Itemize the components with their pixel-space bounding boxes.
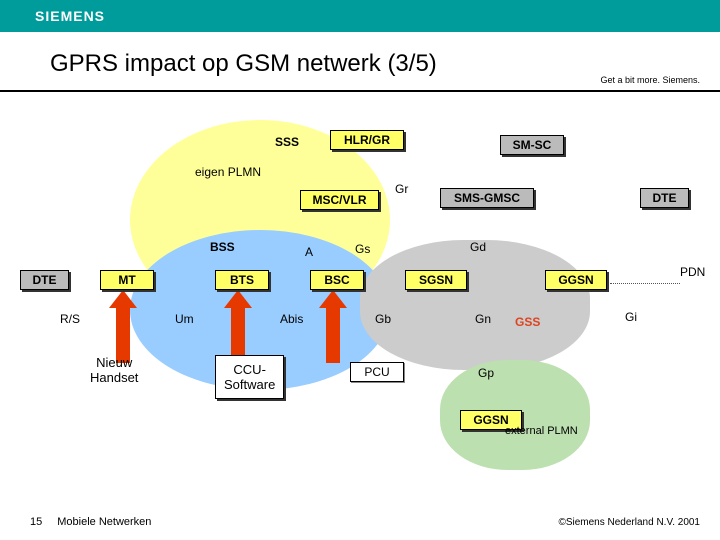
label-gb: Gb	[375, 312, 391, 326]
box-hlr-gr: HLR/GR	[330, 130, 404, 150]
connector-pdn	[610, 283, 680, 284]
box-ggsn: GGSN	[545, 270, 607, 290]
box-sgsn: SGSN	[405, 270, 467, 290]
label-ccu-software: CCU- Software	[215, 355, 284, 399]
box-sm-sc: SM-SC	[500, 135, 564, 155]
page-title: GPRS impact op GSM netwerk (3/5)	[50, 50, 437, 77]
label-gp: Gp	[478, 366, 494, 380]
label-a: A	[305, 245, 313, 259]
label-gi: Gi	[625, 310, 637, 324]
footer-right: ©Siemens Nederland N.V. 2001	[558, 517, 700, 528]
footer: 15 Mobiele Netwerken ©Siemens Nederland …	[30, 516, 700, 528]
label-gr: Gr	[395, 182, 408, 196]
label-bss: BSS	[210, 240, 235, 254]
box-sms-gmsc: SMS-GMSC	[440, 188, 534, 208]
label-abis: Abis	[280, 312, 303, 326]
arrow-bts	[231, 290, 252, 363]
divider	[0, 90, 720, 92]
label-gn: Gn	[475, 312, 491, 326]
label-pdn: PDN	[680, 265, 705, 279]
diagram: SSS eigen PLMN BSS A Gs Gr Gd Um Abis Gb…	[0, 110, 720, 470]
box-bsc: BSC	[310, 270, 364, 290]
logo: SIEMENS	[35, 8, 105, 24]
label-um: Um	[175, 312, 194, 326]
label-gss: GSS	[515, 315, 540, 329]
arrow-mt	[116, 290, 137, 363]
cloud-gss	[360, 240, 590, 370]
label-gs: Gs	[355, 242, 370, 256]
label-eigen-plmn: eigen PLMN	[195, 165, 261, 179]
tagline: Get a bit more. Siemens.	[600, 75, 700, 85]
box-dte-left: DTE	[20, 270, 69, 290]
page-number: 15	[30, 516, 42, 528]
box-bts: BTS	[215, 270, 269, 290]
label-external-plmn: external PLMN	[505, 425, 578, 437]
label-sss: SSS	[275, 135, 299, 149]
box-mt: MT	[100, 270, 154, 290]
label-nieuw-handset: Nieuw Handset	[90, 355, 138, 385]
label-gd: Gd	[470, 240, 486, 254]
box-pcu: PCU	[350, 362, 404, 382]
label-rs: R/S	[60, 312, 80, 326]
box-dte-right: DTE	[640, 188, 689, 208]
footer-left: Mobiele Netwerken	[57, 516, 151, 528]
arrow-bsc	[326, 290, 347, 363]
header-bar: SIEMENS	[0, 0, 720, 32]
box-msc-vlr: MSC/VLR	[300, 190, 379, 210]
